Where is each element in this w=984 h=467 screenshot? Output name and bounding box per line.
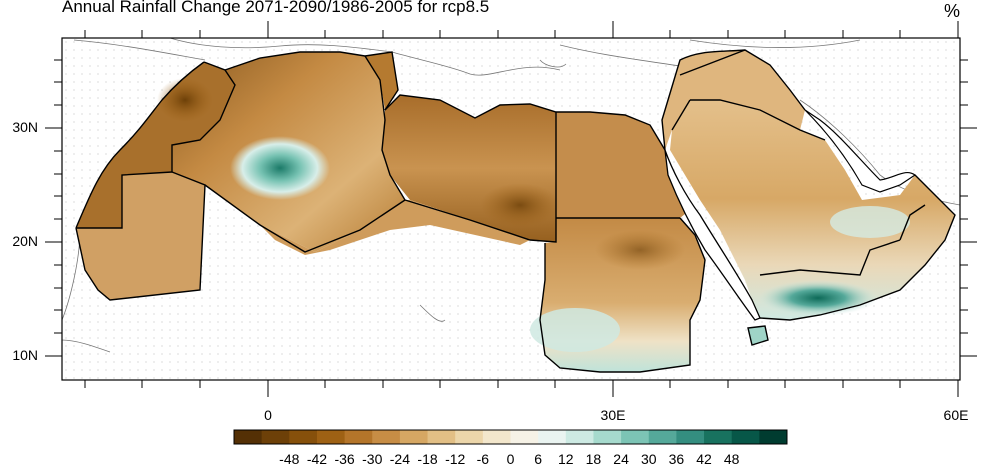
colorbar-swatch [731,430,760,444]
lat-ticks [45,59,977,357]
colorbar-swatch [261,430,290,444]
colorbar-swatch [372,430,401,444]
wet-anomaly-oman [830,206,910,238]
colorbar [233,429,788,445]
red-sea [664,149,761,321]
dry-anomaly-libya [480,183,560,227]
colorbar-tick-label: 48 [723,451,740,467]
wet-anomaly-algeria [230,136,330,200]
colorbar-swatch [455,430,484,444]
lon-ticks [84,21,959,397]
colorbar-swatch [234,430,263,444]
region-mauritania [76,172,205,300]
colorbar-tick-label: -42 [306,451,328,467]
persian-gulf [804,109,917,193]
lon-label-30e: 30E [600,407,626,423]
dry-anomaly-morocco [157,78,213,122]
region-fills [76,50,955,372]
lon-label-0: 0 [264,407,272,423]
colorbar-swatch [704,430,733,444]
colorbar-swatch [621,430,650,444]
colorbar-tick-label: 0 [506,451,515,467]
map-title: Annual Rainfall Change 2071-2090/1986-20… [62,0,490,16]
colorbar-swatch [399,430,429,444]
colorbar-swatch [538,430,567,444]
colorbar-tick-label: 18 [585,451,602,467]
colorbar-frame [233,429,788,445]
colorbar-swatch [344,430,373,444]
wet-anomaly-sudan [530,308,620,352]
country-borders [75,49,956,373]
colorbar-swatch [676,430,705,444]
colorbar-tick-label: -36 [334,451,355,467]
colorbar-tick-label: 42 [696,451,712,467]
colorbar-swatch [289,430,318,444]
region-egypt [556,112,690,218]
lat-label-30n: 30N [12,119,38,135]
colorbar-tick-label: 6 [534,451,543,467]
colorbar-swatch [427,430,456,444]
colorbar-tick-label: -12 [445,451,466,467]
wet-anomaly-yemen [758,280,878,316]
colorbar-swatch [759,430,788,444]
colorbar-swatch [648,430,677,444]
lon-label-60e: 60E [943,407,969,423]
region-djibouti [748,326,768,345]
lat-label-20n: 20N [12,233,38,249]
lat-label-10n: 10N [12,347,38,363]
region-levant [662,50,805,150]
colorbar-tick-label: 30 [640,451,657,467]
colorbar-swatch [510,430,539,444]
colorbar-swatch [593,430,622,444]
unit-label: % [944,1,961,21]
colorbar-swatch [565,430,594,444]
map-frame [61,37,961,381]
colorbar-tick-label: 12 [558,451,574,467]
colorbar-tick-label: 24 [613,451,629,467]
region-arabia [670,100,955,320]
region-tunisia [365,52,398,110]
colorbar-tick-label: -30 [362,451,383,467]
dry-anomaly-sudan [595,230,685,270]
region-sahel-west [260,200,530,255]
colorbar-swatch [482,430,511,444]
colorbar-swatch [316,430,346,444]
colorbar-tick-label: 36 [668,451,685,467]
colorbar-tick-label: -24 [389,451,410,467]
colorbar-tick-label: -6 [476,451,490,467]
colorbar-tick-label: -48 [279,451,300,467]
colorbar-tick-label: -18 [417,451,438,467]
